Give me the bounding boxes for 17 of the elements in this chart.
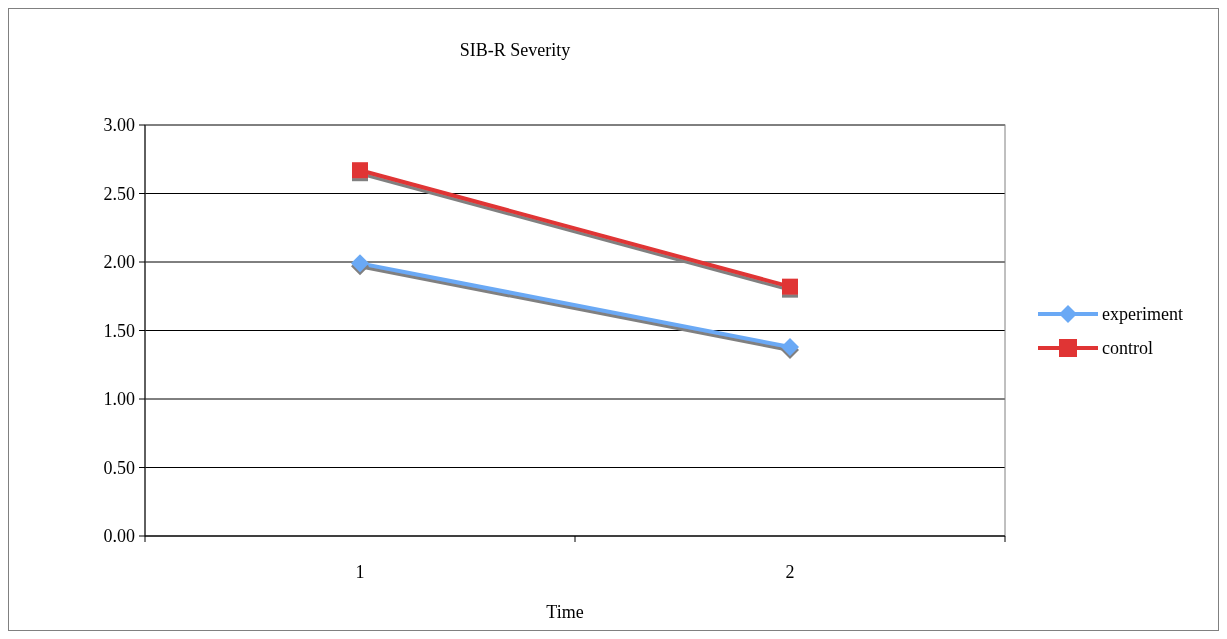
point	[782, 278, 798, 295]
point	[352, 162, 368, 179]
y-tick-label: 3.00	[103, 115, 135, 136]
y-tick-label: 1.50	[103, 320, 135, 341]
y-tick-label: 2.00	[103, 252, 135, 273]
y-tick-label: 0.50	[103, 457, 135, 478]
chart-title: SIB-R Severity	[459, 40, 571, 60]
point	[781, 337, 799, 356]
legend-label: experiment	[1102, 304, 1183, 325]
x-tick-label: 1	[355, 562, 365, 582]
x-axis-title: Time	[546, 602, 584, 622]
x-tick-label: 2	[785, 562, 795, 582]
point	[351, 254, 369, 273]
y-tick-label: 2.50	[103, 183, 135, 204]
y-tick-label: 0.00	[103, 526, 135, 547]
y-tick-label: 1.00	[103, 389, 135, 410]
legend-label: control	[1102, 338, 1153, 359]
